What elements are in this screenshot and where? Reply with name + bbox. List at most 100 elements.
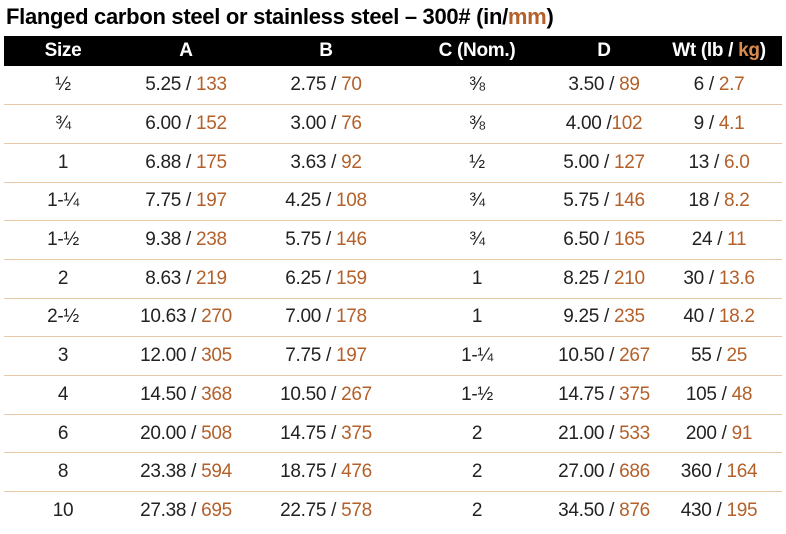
- cell-size: 2-½: [4, 297, 122, 337]
- cell-weight-lb: 13: [688, 151, 710, 173]
- cell-d-separator: /: [604, 74, 620, 96]
- cell-b-separator: /: [326, 151, 342, 173]
- cell-b-separator: /: [326, 74, 342, 96]
- cell-d: 5.75 / 146: [552, 181, 656, 221]
- cell-a-separator: /: [181, 267, 196, 289]
- cell-weight-kg: 13.6: [718, 267, 755, 289]
- cell-weight-kg: 8.2: [723, 190, 750, 212]
- cell-d-in: 9.25: [563, 306, 600, 328]
- cell-b-in: 2.75: [290, 74, 327, 96]
- table-row: ¾ 6.00 / 152 3.00 / 76 ⅜ 4.00 /102 9 / 4.1: [4, 104, 782, 144]
- cell-weight-kg: 2.7: [718, 74, 745, 96]
- cell-d-mm: 235: [613, 306, 645, 328]
- cell-a-in: 14.50: [140, 383, 187, 405]
- cell-weight-separator: /: [709, 151, 724, 173]
- cell-a-mm: 594: [201, 461, 232, 483]
- cell-weight-separator: /: [716, 422, 732, 444]
- flange-dimensions-table: Size A B C (Nom.) D Wt (lb / kg) ½ 5.25 /…: [4, 36, 782, 531]
- cell-d-mm: 533: [619, 422, 650, 444]
- cell-weight-lb: 105: [685, 383, 717, 405]
- cell-b-separator: /: [326, 500, 342, 522]
- cell-a: 6.00 / 152: [122, 104, 250, 144]
- table-body: ½ 5.25 / 133 2.75 / 70 ⅜ 3.50 / 89 6 / 2.7 ¾ 6.…: [4, 66, 782, 531]
- cell-b-mm: 92: [341, 151, 362, 173]
- cell-weight-separator: /: [703, 74, 719, 96]
- cell-a: 8.63 / 219: [122, 258, 250, 299]
- cell-size: 3: [4, 336, 122, 376]
- cell-weight: 13 / 6.0: [656, 142, 782, 183]
- cell-weight-separator: /: [709, 190, 724, 212]
- cell-d-in: 34.50: [558, 500, 605, 522]
- cell-b-mm: 146: [335, 229, 367, 251]
- cell-d-in: 8.25: [563, 267, 600, 289]
- cell-weight-lb: 18: [688, 190, 710, 212]
- table-row: 8 23.38 / 594 18.75 / 476 2 27.00 / 686 360 /…: [4, 452, 782, 492]
- cell-a: 10.63 / 270: [122, 297, 250, 337]
- table-row: 3 12.00 / 305 7.75 / 197 1-¼ 10.50 / 267 55 /…: [4, 336, 782, 376]
- cell-d-mm: 165: [613, 229, 645, 251]
- table-row: 6 20.00 / 508 14.75 / 375 2 21.00 / 533 200 /…: [4, 413, 782, 453]
- cell-size: 1: [4, 142, 122, 183]
- table-row: 2-½ 10.63 / 270 7.00 / 178 1 9.25 / 235 40 / …: [4, 297, 782, 337]
- cell-a-mm: 219: [195, 267, 227, 289]
- cell-a-mm: 152: [195, 113, 227, 135]
- cell-weight-separator: /: [716, 383, 732, 405]
- cell-a: 5.25 / 133: [122, 66, 250, 105]
- cell-weight: 9 / 4.1: [656, 104, 782, 144]
- cell-weight-lb: 6: [693, 74, 705, 96]
- cell-b-in: 6.25: [285, 267, 322, 289]
- cell-a-in: 27.38: [140, 500, 187, 522]
- cell-d-in: 4.00: [565, 113, 602, 135]
- cell-b-in: 4.25: [285, 190, 322, 212]
- cell-b-separator: /: [326, 422, 342, 444]
- table-row: 1-½ 9.38 / 238 5.75 / 146 ¾ 6.50 / 165 24 / 1…: [4, 220, 782, 260]
- cell-b-in: 10.50: [280, 383, 327, 405]
- cell-b: 3.00 / 76: [250, 104, 402, 144]
- cell-d: 6.50 / 165: [552, 220, 656, 260]
- cell-c-nominal: 1-¼: [402, 336, 552, 376]
- cell-weight-kg: 164: [726, 461, 758, 483]
- cell-b-mm: 267: [341, 383, 372, 405]
- cell-b: 10.50 / 267: [250, 375, 402, 415]
- header-c: C (Nom.): [438, 40, 516, 61]
- header-size: Size: [44, 40, 82, 61]
- cell-b-mm: 375: [341, 422, 372, 444]
- cell-c-nominal: 1: [402, 297, 552, 337]
- cell-a-mm: 508: [201, 422, 232, 444]
- cell-d-mm: 267: [619, 345, 650, 367]
- cell-weight-kg: 11: [727, 229, 747, 251]
- cell-b: 7.75 / 197: [250, 336, 402, 376]
- cell-b: 5.75 / 146: [250, 220, 402, 260]
- cell-a-separator: /: [186, 422, 202, 444]
- cell-weight-kg: 195: [726, 500, 758, 522]
- cell-d: 8.25 / 210: [552, 258, 656, 299]
- cell-weight: 24 / 11: [656, 220, 782, 260]
- cell-d-separator: /: [604, 500, 620, 522]
- cell-a-in: 5.25: [145, 74, 182, 96]
- cell-size: 4: [4, 375, 122, 415]
- table-row: 10 27.38 / 695 22.75 / 578 2 34.50 / 876 430 …: [4, 491, 782, 531]
- cell-b: 4.25 / 108: [250, 181, 402, 221]
- cell-size: 1-½: [4, 220, 122, 260]
- cell-b-in: 18.75: [280, 461, 327, 483]
- cell-weight-separator: /: [711, 461, 727, 483]
- cell-d-mm: 146: [613, 190, 645, 212]
- cell-b-in: 7.75: [285, 345, 322, 367]
- cell-d-in: 6.50: [563, 229, 600, 251]
- cell-a: 23.38 / 594: [122, 452, 250, 492]
- cell-b-in: 14.75: [280, 422, 327, 444]
- cell-a: 12.00 / 305: [122, 336, 250, 376]
- cell-a-in: 8.63: [145, 267, 182, 289]
- cell-b-mm: 70: [341, 74, 362, 96]
- cell-weight-separator: /: [711, 500, 727, 522]
- cell-weight-lb: 40: [683, 306, 704, 328]
- cell-weight-lb: 200: [685, 422, 717, 444]
- table-row: ½ 5.25 / 133 2.75 / 70 ⅜ 3.50 / 89 6 / 2.7: [4, 66, 782, 105]
- cell-d-in: 10.50: [558, 345, 605, 367]
- cell-size: ¾: [4, 104, 122, 144]
- cell-b-in: 22.75: [280, 500, 327, 522]
- cell-weight: 40 / 18.2: [656, 297, 782, 337]
- cell-d-separator: /: [604, 461, 620, 483]
- cell-d-mm: 89: [619, 74, 640, 96]
- cell-d: 10.50 / 267: [552, 336, 656, 376]
